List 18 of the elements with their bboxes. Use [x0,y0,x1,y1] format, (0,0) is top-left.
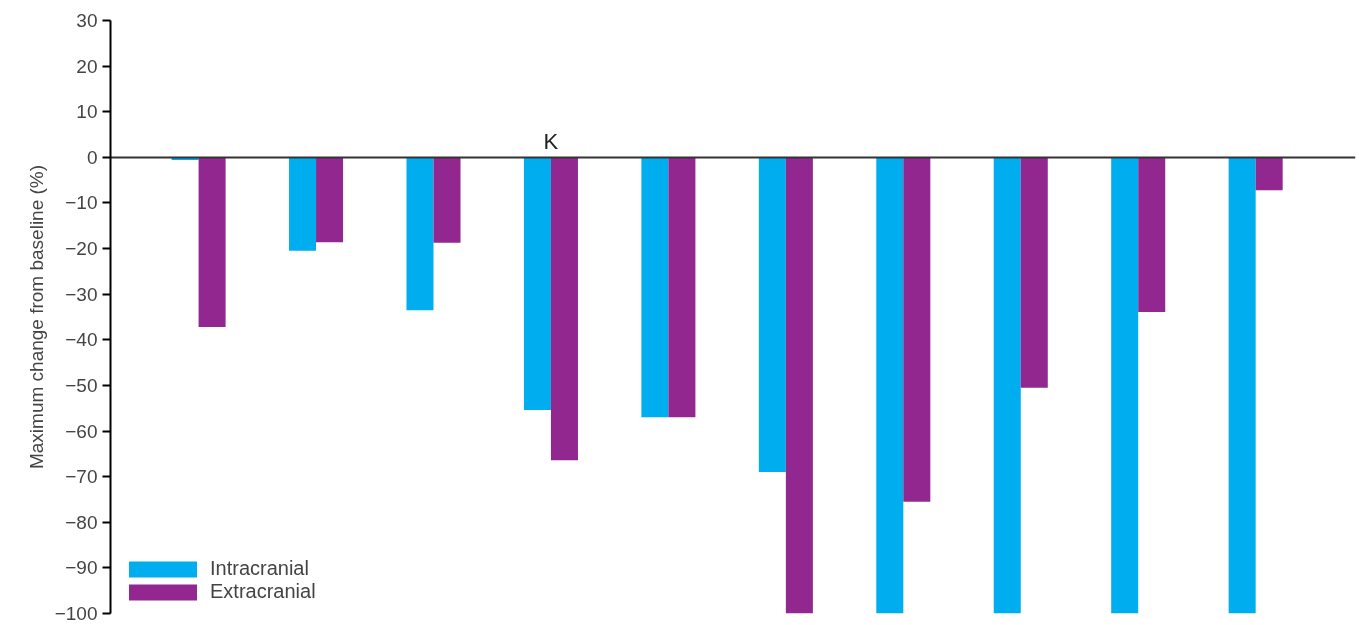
legend-label: Intracranial [210,557,309,580]
y-tick-label: −40 [65,329,98,351]
y-tick-label: −100 [54,603,98,624]
y-tick-label: 10 [76,101,98,123]
y-tick-label: −20 [65,238,98,260]
y-tick-label: 30 [76,10,98,31]
y-tick-label: −80 [65,511,98,533]
legend-label: Extracranial [210,580,316,603]
y-tick-label: −60 [65,420,98,442]
y-tick-label: −10 [65,192,98,214]
y-tick-label: −70 [65,466,98,488]
y-tick-label: 0 [86,146,98,168]
y-tick-label: 20 [76,55,98,77]
x-tick-label: K [543,129,559,155]
y-tick-label: −50 [65,374,98,396]
y-tick-label: −30 [65,283,98,305]
y-tick-label: −90 [65,557,98,579]
y-axis-title: Maximum change from baseline (%) [25,164,47,470]
